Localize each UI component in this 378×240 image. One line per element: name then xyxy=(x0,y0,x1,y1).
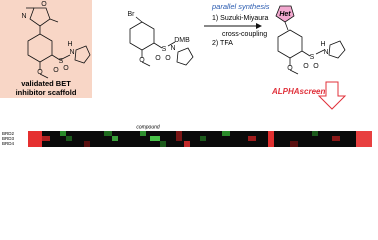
atom-label: N xyxy=(21,13,26,20)
graphical-abstract: O N N H O O S O validated BET inhibitor … xyxy=(0,0,372,147)
heatmap xyxy=(28,131,372,147)
atom-label: N xyxy=(170,45,175,52)
reaction-title: parallel synthesis xyxy=(211,2,270,11)
heatmap-row-label: BRD4 xyxy=(2,141,15,146)
reaction-step: cross-coupling xyxy=(222,31,267,38)
reaction-step: 2) TFA xyxy=(212,40,233,47)
atom-label: O xyxy=(165,55,171,62)
atom-label: O xyxy=(287,65,293,72)
atom-label: O xyxy=(41,1,47,8)
atom-label: S xyxy=(59,58,64,65)
atom-label: O xyxy=(63,65,69,72)
atom-label: S xyxy=(310,54,315,61)
atom-label: S xyxy=(162,46,167,53)
scaffold-caption: inhibitor scaffold xyxy=(16,88,77,97)
heatmap-xlabel: compound xyxy=(136,124,160,130)
atom-label: O xyxy=(53,67,59,74)
atom-label: N xyxy=(323,49,328,56)
atom-label: H xyxy=(320,41,325,48)
heatmap-row-label: BRD2 xyxy=(2,131,15,136)
scaffold-caption: validated BET xyxy=(21,79,71,88)
atom-label: O xyxy=(37,69,43,76)
atom-label: Br xyxy=(128,11,136,18)
atom-label: O xyxy=(155,55,161,62)
down-arrow xyxy=(317,81,347,110)
atom-label: N xyxy=(69,49,74,56)
assay-label: ALPHAscreen xyxy=(271,87,325,96)
heatmap-row-label: BRD3 xyxy=(2,136,15,141)
atom-label: DMB xyxy=(174,37,190,44)
scaffold-molecule: O N N H O O S O xyxy=(21,1,91,79)
scaffold-panel xyxy=(0,0,92,98)
atom-label: O xyxy=(139,57,145,64)
atom-label: O xyxy=(303,63,309,70)
atom-label: Het xyxy=(279,11,291,18)
arrow-head xyxy=(256,23,262,29)
atom-label: H xyxy=(67,41,72,48)
reagent-molecule: Br DMB N O O S O xyxy=(128,11,194,67)
atom-label: O xyxy=(313,63,319,70)
reaction-step: 1) Suzuki-Miyaura xyxy=(212,15,269,22)
product-molecule: Het N H O O S O xyxy=(275,5,346,75)
